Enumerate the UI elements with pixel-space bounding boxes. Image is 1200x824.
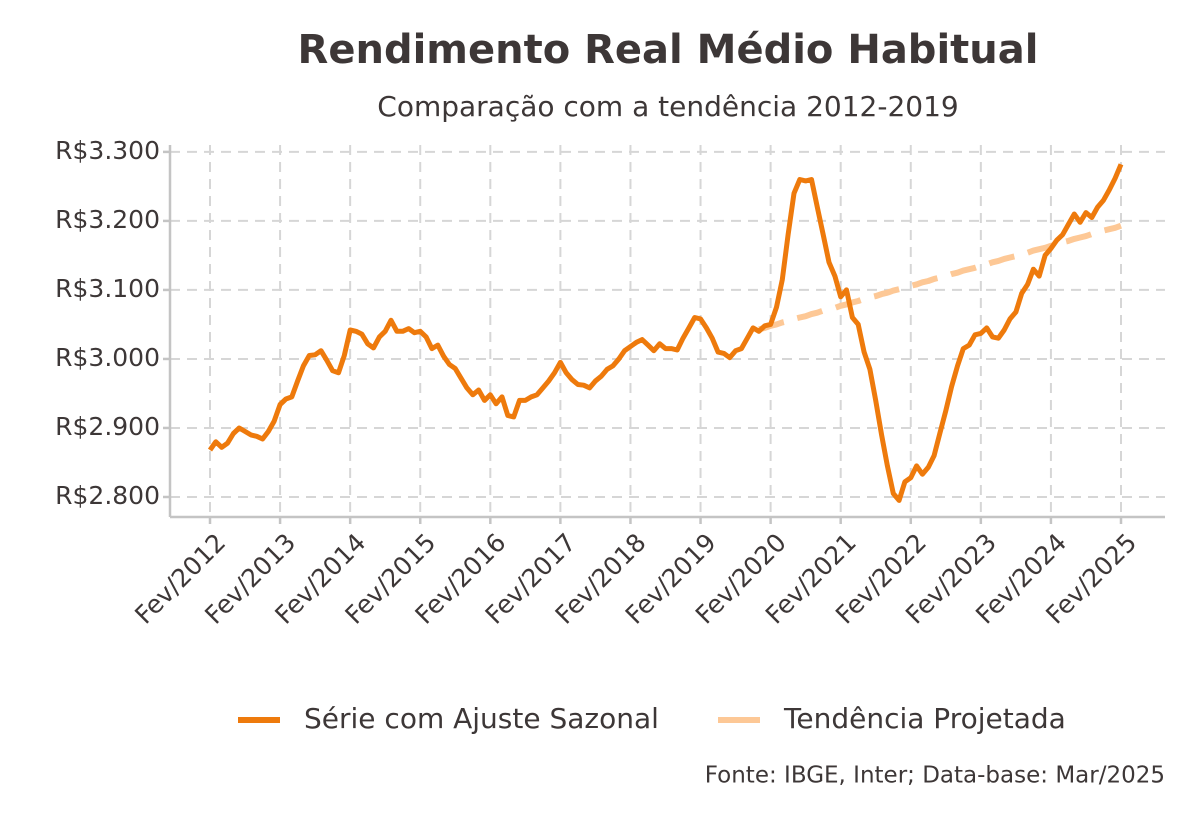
series-line bbox=[207, 163, 1124, 503]
y-tick-label: R$3.300 bbox=[55, 136, 160, 165]
y-tick-label: R$3.000 bbox=[55, 343, 160, 372]
legend-label: Série com Ajuste Sazonal bbox=[304, 702, 659, 735]
series-line bbox=[758, 222, 1123, 333]
chart-title: Rendimento Real Médio Habitual bbox=[298, 27, 1039, 73]
y-tick-label: R$3.100 bbox=[55, 274, 160, 303]
source-note: Fonte: IBGE, Inter; Data-base: Mar/2025 bbox=[705, 763, 1165, 789]
y-tick-label: R$2.900 bbox=[55, 412, 160, 441]
legend-label: Tendência Projetada bbox=[783, 702, 1066, 735]
chart-subtitle: Comparação com a tendência 2012-2019 bbox=[377, 90, 958, 123]
y-tick-label: R$2.800 bbox=[55, 481, 160, 510]
y-tick-label: R$3.200 bbox=[55, 205, 160, 234]
